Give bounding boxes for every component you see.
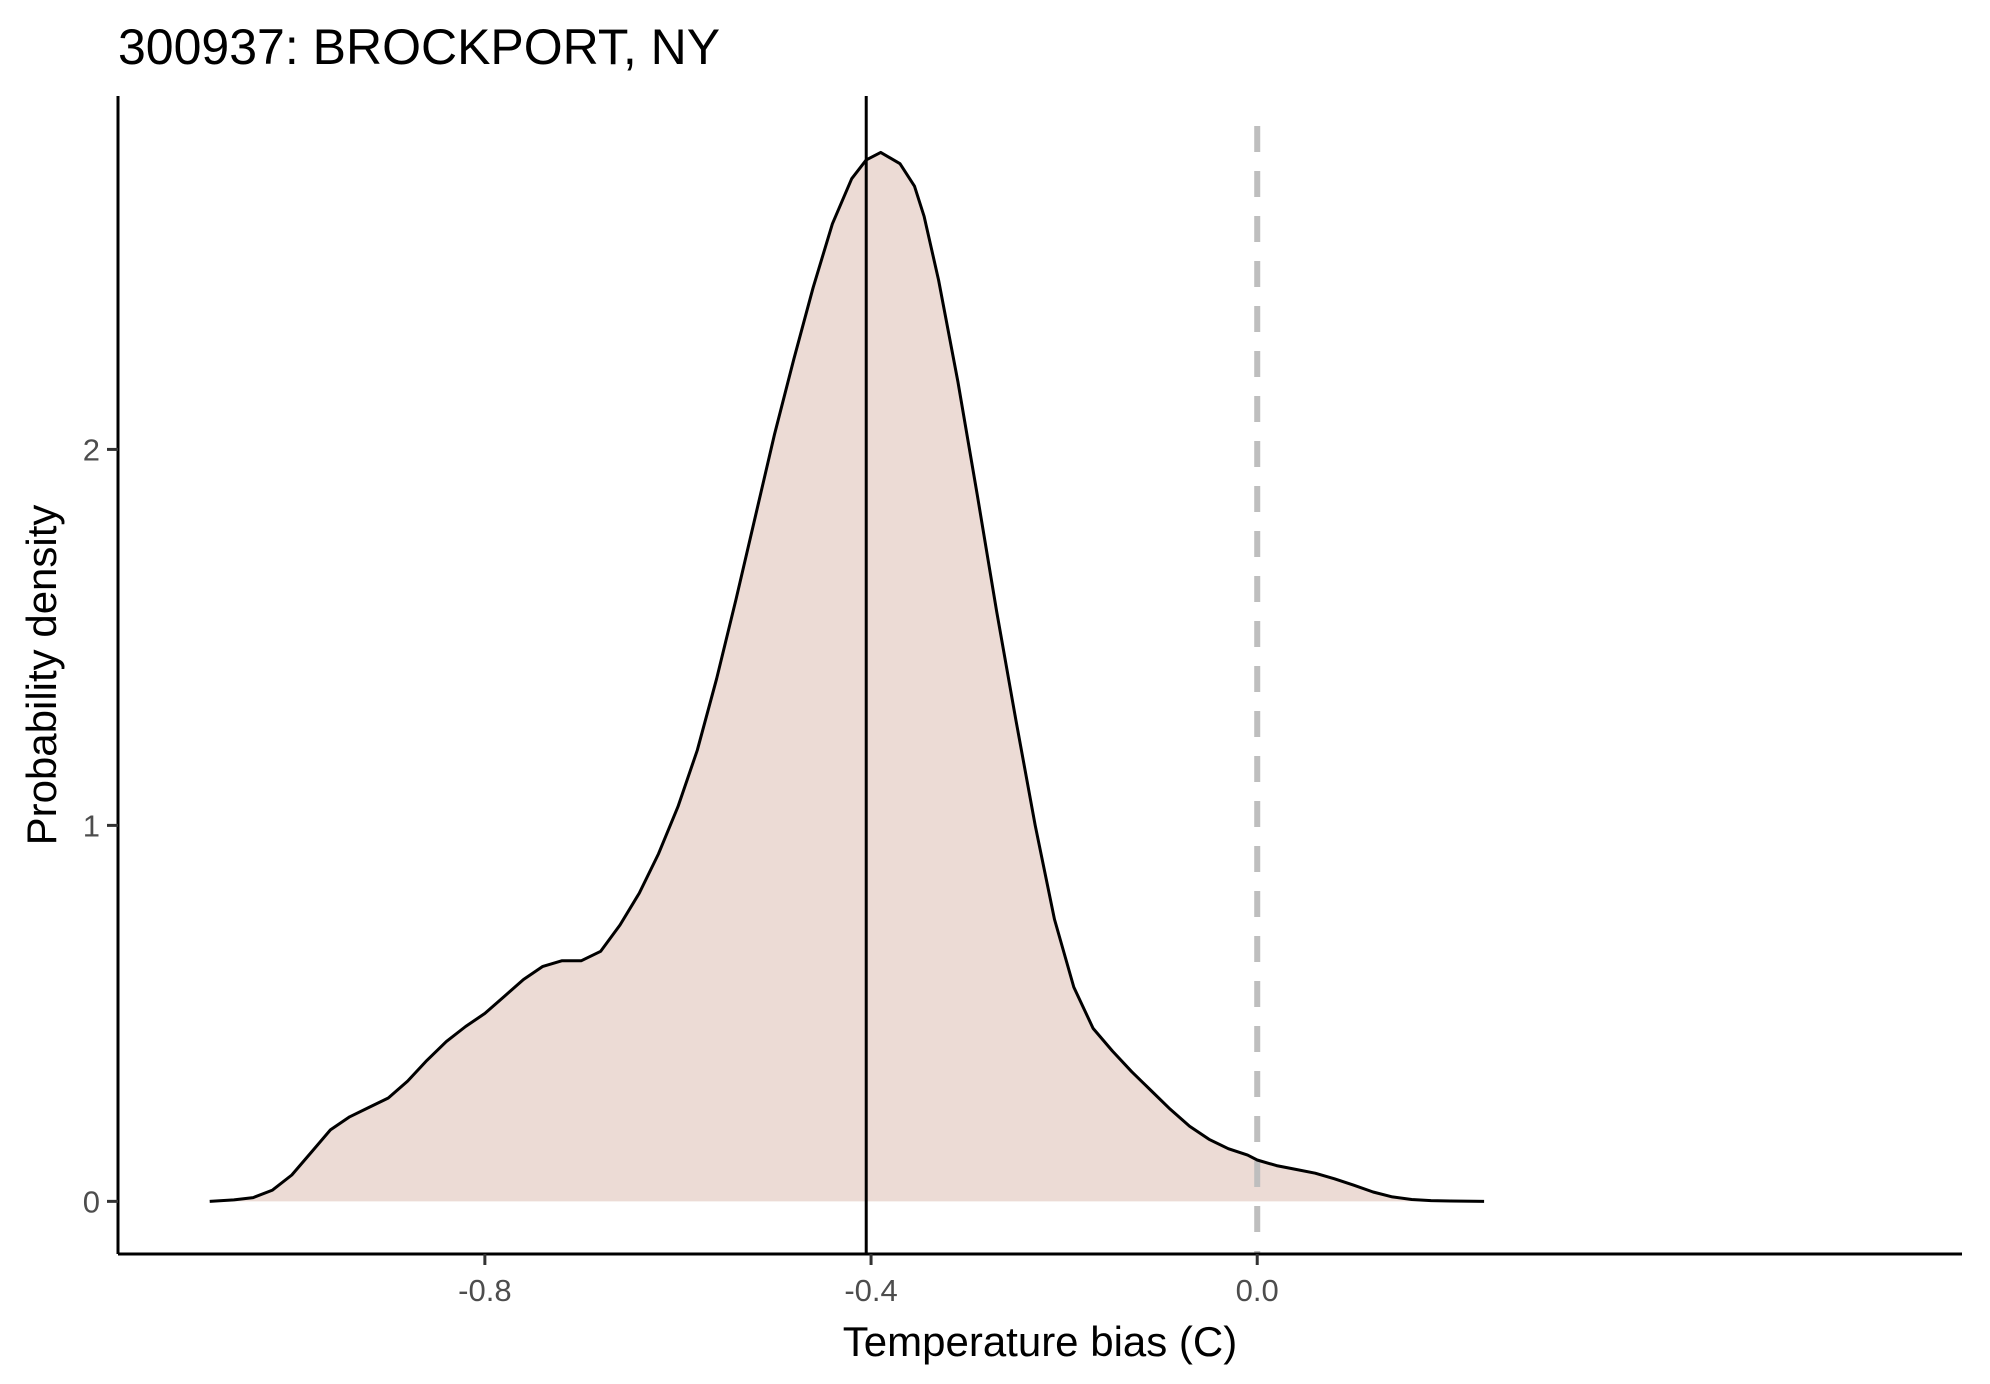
x-axis-ticks: -0.8 -0.4 0.0 xyxy=(458,1254,1279,1308)
x-tick-label: -0.4 xyxy=(844,1273,897,1308)
y-axis-ticks: 0 1 2 xyxy=(83,432,118,1219)
x-axis-title: Temperature bias (C) xyxy=(843,1318,1237,1365)
x-tick-label: 0.0 xyxy=(1236,1273,1279,1308)
x-tick-label: -0.8 xyxy=(458,1273,511,1308)
y-tick-label: 1 xyxy=(83,808,100,843)
y-axis-title: Probability density xyxy=(18,505,65,846)
chart-title: 300937: BROCKPORT, NY xyxy=(118,19,720,75)
y-tick-label: 0 xyxy=(83,1184,100,1219)
plot-area xyxy=(209,96,1485,1254)
density-area xyxy=(209,152,1485,1202)
density-curve xyxy=(209,150,1485,1203)
y-tick-label: 2 xyxy=(83,432,100,467)
